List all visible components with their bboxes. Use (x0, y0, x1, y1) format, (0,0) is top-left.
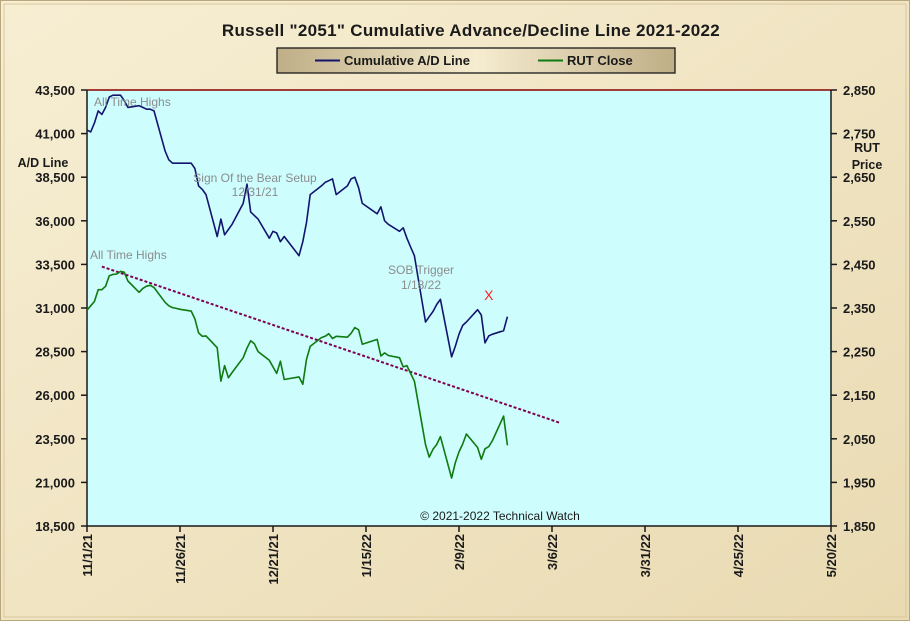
y-right-tick-label: 1,850 (843, 519, 876, 534)
y-right-axis-title-line2: Price (852, 158, 883, 172)
y-right-tick-label: 2,750 (843, 127, 876, 142)
x-tick-label: 3/31/22 (638, 534, 653, 577)
annotation-sob-trigger-line2: 1/18/22 (401, 278, 441, 292)
y-right-tick-label: 2,350 (843, 301, 876, 316)
axis-ticks: 43,500 41,000 38,500 36,000 33,500 31,000 28,5… (35, 83, 875, 585)
series-line-rut-close (86, 270, 509, 479)
y-left-tick-label: 43,500 (35, 83, 75, 98)
x-tick-label: 12/21/21 (266, 534, 281, 585)
trendline (101, 265, 560, 424)
y-right-tick-label: 1,950 (843, 475, 876, 490)
x-tick-label: 5/20/22 (824, 534, 839, 577)
y-left-tick-label: 33,500 (35, 257, 75, 272)
y-left-tick-label: 28,500 (35, 345, 75, 360)
y-right-axis-title: RUT Price (852, 141, 883, 172)
x-tick-label: 4/25/22 (731, 534, 746, 577)
legend-label-ad-line: Cumulative A/D Line (344, 53, 470, 68)
annotation-sob-trigger-line1: SOB Trigger (388, 263, 454, 277)
x-tick-label: 1/15/22 (359, 534, 374, 577)
annotation-sob-setup-line1: Sign Of the Bear Setup (193, 171, 317, 185)
y-left-tick-label: 31,000 (35, 301, 75, 316)
y-right-tick-label: 2,450 (843, 257, 876, 272)
x-tick-label: 11/1/21 (80, 534, 95, 577)
legend-box (276, 47, 676, 74)
x-tick-label: 11/26/21 (173, 534, 188, 584)
y-left-axis-title: A/D Line (18, 156, 69, 170)
y-left-tick-label: 41,000 (35, 127, 75, 142)
annotation-ath-rut: All Time Highs (90, 248, 167, 262)
x-tick-label: 2/9/22 (452, 534, 467, 570)
annotation-ath-ad: All Time Highs (94, 95, 171, 109)
chart-title: Russell "2051" Cumulative Advance/Declin… (222, 21, 720, 40)
plot-area (87, 90, 831, 526)
annotation-sob-setup-line2: 12/31/21 (232, 185, 279, 199)
y-left-tick-label: 21,000 (35, 475, 75, 490)
y-right-tick-label: 2,550 (843, 214, 876, 229)
series-line-ad-line (86, 94, 509, 358)
legend-label-rut-close: RUT Close (567, 53, 633, 68)
y-left-tick-label: 18,500 (35, 519, 75, 534)
copyright: © 2021-2022 Technical Watch (420, 509, 580, 523)
sell-marker-x: X (484, 287, 494, 303)
y-left-tick-label: 38,500 (35, 170, 75, 185)
y-left-tick-label: 36,000 (35, 214, 75, 229)
legend: Cumulative A/D Line RUT Close (276, 47, 676, 74)
y-right-tick-label: 2,050 (843, 432, 876, 447)
chart-inner-border (3, 3, 907, 618)
y-right-axis-title-line1: RUT (854, 141, 880, 155)
y-right-tick-label: 2,150 (843, 388, 876, 403)
y-left-tick-label: 26,000 (35, 388, 75, 403)
y-right-tick-label: 2,250 (843, 345, 876, 360)
x-tick-label: 3/6/22 (545, 534, 560, 570)
y-right-tick-label: 2,850 (843, 83, 876, 98)
y-right-tick-label: 2,650 (843, 170, 876, 185)
y-left-tick-label: 23,500 (35, 432, 75, 447)
